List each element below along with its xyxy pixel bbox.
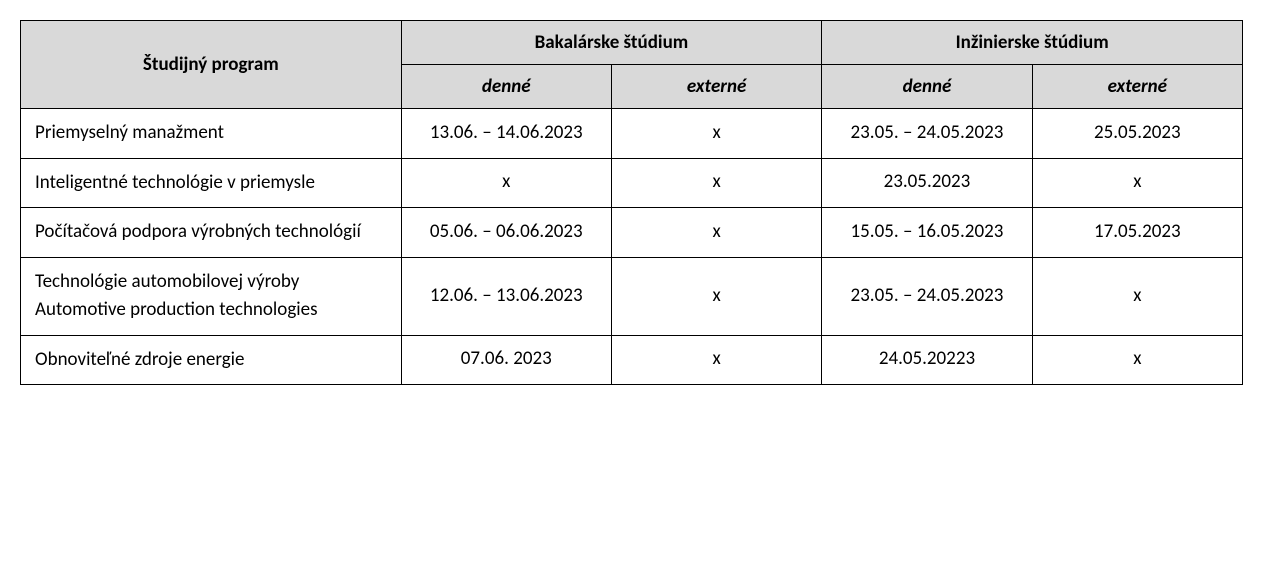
cell-bach-ext: x: [611, 257, 821, 335]
header-bachelor: Bakalárske štúdium: [401, 21, 822, 65]
table-header-row-1: Študijný program Bakalárske štúdium Inži…: [21, 21, 1243, 65]
subheader-eng-daily: denné: [822, 65, 1032, 109]
cell-bach-ext: x: [611, 109, 821, 159]
cell-bach-ext: x: [611, 158, 821, 208]
cell-eng-daily: 23.05.2023: [822, 158, 1032, 208]
table-row: Technológie automobilovej výroby Automot…: [21, 257, 1243, 335]
cell-program: Počítačová podpora výrobných technológií: [21, 208, 402, 258]
study-programs-table: Študijný program Bakalárske štúdium Inži…: [20, 20, 1243, 385]
table-row: Inteligentné technológie v priemysle x x…: [21, 158, 1243, 208]
cell-bach-ext: x: [611, 208, 821, 258]
subheader-bach-ext: externé: [611, 65, 821, 109]
cell-program: Inteligentné technológie v priemysle: [21, 158, 402, 208]
cell-eng-daily: 15.05. – 16.05.2023: [822, 208, 1032, 258]
header-engineer: Inžinierske štúdium: [822, 21, 1243, 65]
cell-bach-daily: 12.06. – 13.06.2023: [401, 257, 611, 335]
cell-eng-ext: x: [1032, 335, 1242, 385]
cell-program: Obnoviteľné zdroje energie: [21, 335, 402, 385]
cell-program: Priemyselný manažment: [21, 109, 402, 159]
cell-eng-ext: 17.05.2023: [1032, 208, 1242, 258]
cell-eng-ext: x: [1032, 158, 1242, 208]
cell-bach-daily: 05.06. – 06.06.2023: [401, 208, 611, 258]
cell-eng-ext: x: [1032, 257, 1242, 335]
table-row: Obnoviteľné zdroje energie 07.06. 2023 x…: [21, 335, 1243, 385]
table-row: Priemyselný manažment 13.06. – 14.06.202…: [21, 109, 1243, 159]
cell-bach-daily: 07.06. 2023: [401, 335, 611, 385]
cell-eng-daily: 23.05. – 24.05.2023: [822, 109, 1032, 159]
cell-bach-daily: 13.06. – 14.06.2023: [401, 109, 611, 159]
header-program: Študijný program: [21, 21, 402, 109]
cell-eng-ext: 25.05.2023: [1032, 109, 1242, 159]
subheader-bach-daily: denné: [401, 65, 611, 109]
cell-eng-daily: 23.05. – 24.05.2023: [822, 257, 1032, 335]
cell-bach-ext: x: [611, 335, 821, 385]
cell-bach-daily: x: [401, 158, 611, 208]
cell-program: Technológie automobilovej výroby Automot…: [21, 257, 402, 335]
table-row: Počítačová podpora výrobných technológií…: [21, 208, 1243, 258]
cell-eng-daily: 24.05.20223: [822, 335, 1032, 385]
subheader-eng-ext: externé: [1032, 65, 1242, 109]
